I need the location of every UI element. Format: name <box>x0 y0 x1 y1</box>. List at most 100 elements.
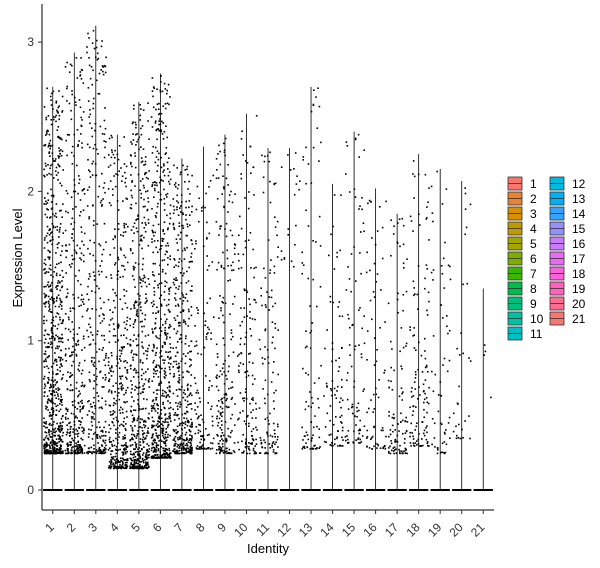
point-1 <box>43 378 45 380</box>
point-13 <box>318 447 320 449</box>
point-5 <box>143 432 146 434</box>
point-9 <box>226 257 229 260</box>
point-3 <box>92 416 94 418</box>
point-2 <box>76 452 79 455</box>
point-7 <box>183 447 186 449</box>
point-2 <box>73 308 76 310</box>
point-5 <box>145 453 147 456</box>
point-1 <box>46 402 49 404</box>
point-5 <box>130 364 132 367</box>
point-5 <box>144 160 147 163</box>
point-7 <box>190 306 193 308</box>
point-7 <box>187 451 190 453</box>
point-5 <box>137 304 140 306</box>
point-7 <box>185 293 188 295</box>
point-13 <box>310 406 312 408</box>
point-7 <box>191 449 193 451</box>
point-7 <box>181 201 183 203</box>
point-1 <box>56 445 59 447</box>
point-5 <box>146 448 148 451</box>
point-7 <box>174 319 177 321</box>
point-9 <box>220 448 223 450</box>
point-13 <box>309 332 312 334</box>
point-17 <box>388 452 390 454</box>
point-3 <box>103 301 105 304</box>
point-2 <box>70 355 72 357</box>
point-4 <box>117 209 120 211</box>
point-17 <box>401 452 404 455</box>
point-4 <box>124 360 127 362</box>
point-7 <box>189 425 191 427</box>
point-10 <box>254 378 256 380</box>
point-4 <box>121 180 123 182</box>
point-3 <box>91 411 94 414</box>
point-7 <box>176 208 178 211</box>
point-4 <box>112 288 114 291</box>
point-1 <box>56 373 58 375</box>
point-11 <box>276 423 279 426</box>
point-3 <box>90 429 92 431</box>
point-1 <box>48 429 50 431</box>
point-6 <box>165 428 167 430</box>
point-18 <box>414 442 417 444</box>
point-6 <box>157 251 159 253</box>
point-9 <box>227 280 229 282</box>
point-18 <box>413 327 415 329</box>
point-5 <box>137 376 140 378</box>
point-1 <box>60 261 62 264</box>
point-4 <box>123 448 125 450</box>
point-4 <box>116 278 119 280</box>
point-1 <box>50 451 52 453</box>
point-17 <box>389 433 392 436</box>
point-19 <box>444 451 447 454</box>
point-4 <box>110 441 112 443</box>
point-6 <box>157 240 159 242</box>
point-7 <box>183 258 186 260</box>
point-11 <box>265 451 267 454</box>
point-6 <box>160 456 163 459</box>
point-7 <box>178 449 181 452</box>
point-10 <box>244 336 247 339</box>
point-6 <box>153 303 155 306</box>
point-7 <box>174 450 177 453</box>
point-16 <box>380 429 383 432</box>
point-10 <box>252 362 254 364</box>
point-1 <box>56 404 59 407</box>
point-19 <box>437 410 440 413</box>
point-11 <box>274 182 277 185</box>
point-6 <box>165 431 168 433</box>
point-3 <box>98 446 101 449</box>
point-4 <box>126 416 128 418</box>
point-1 <box>43 302 45 305</box>
point-3 <box>92 160 95 163</box>
point-11 <box>264 358 266 360</box>
point-6 <box>169 204 172 207</box>
point-20 <box>461 428 463 431</box>
point-17 <box>402 432 404 435</box>
point-16 <box>366 446 368 448</box>
point-6 <box>153 234 155 237</box>
point-4 <box>107 390 110 393</box>
point-18 <box>425 427 427 429</box>
point-3 <box>86 414 89 416</box>
point-3 <box>97 442 99 444</box>
point-6 <box>157 108 160 110</box>
point-14 <box>324 426 327 428</box>
point-7 <box>188 421 190 423</box>
point-5 <box>131 464 134 466</box>
point-3 <box>93 97 95 100</box>
point-12 <box>280 258 283 261</box>
point-7 <box>186 438 188 441</box>
point-4 <box>111 354 113 357</box>
point-2 <box>80 252 83 255</box>
point-5 <box>131 143 133 145</box>
point-16 <box>370 437 373 439</box>
point-2 <box>76 444 78 446</box>
point-15 <box>350 365 353 368</box>
point-5 <box>142 257 145 260</box>
point-10 <box>245 331 248 334</box>
point-1 <box>58 242 60 244</box>
point-4 <box>114 156 116 159</box>
point-4 <box>109 404 112 407</box>
point-3 <box>98 435 101 438</box>
